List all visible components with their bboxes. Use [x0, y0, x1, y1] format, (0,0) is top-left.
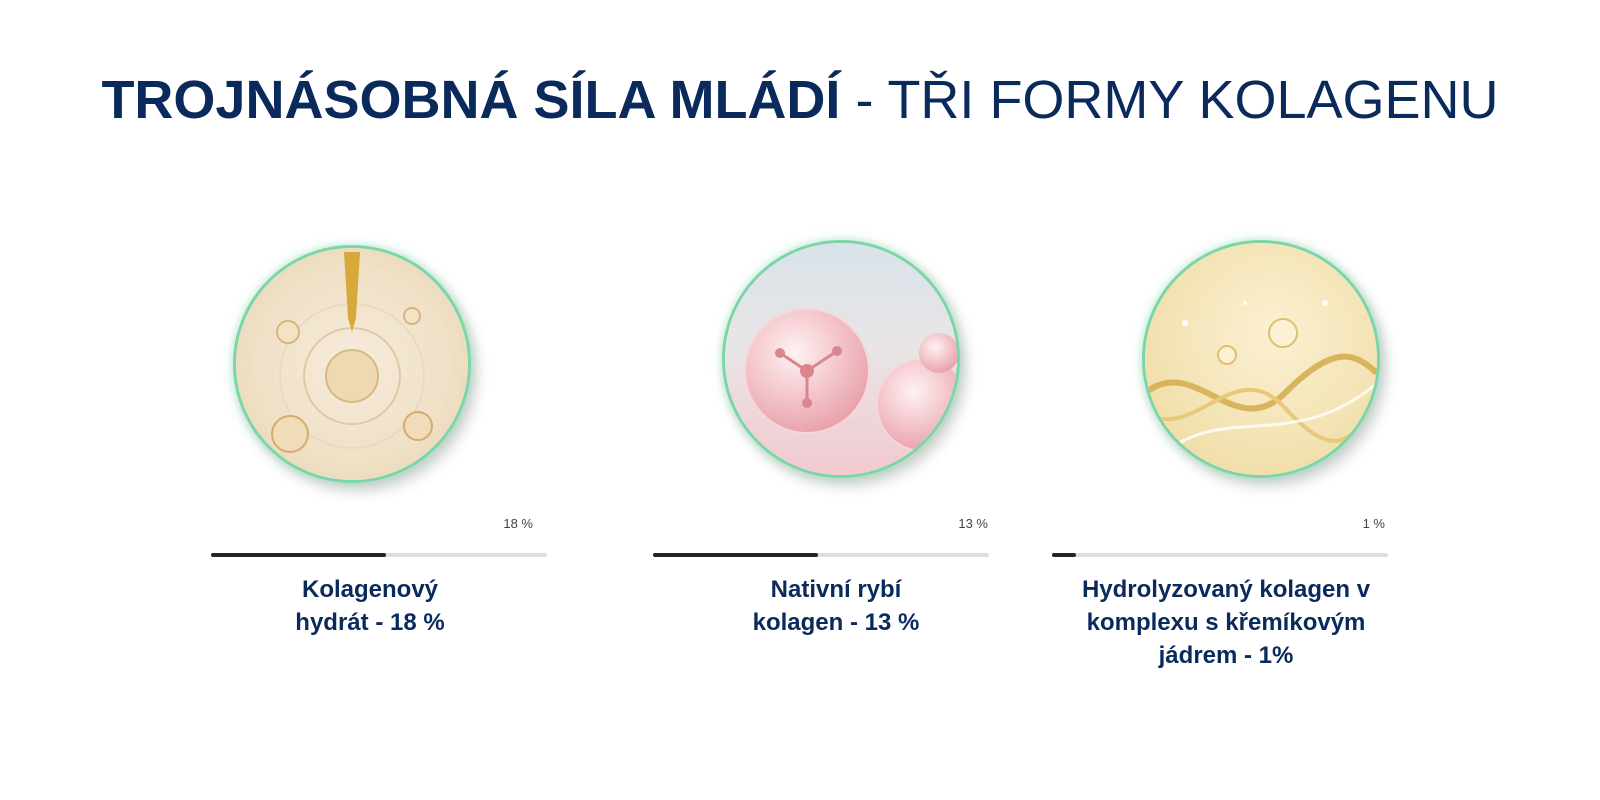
- collagen-type-label: Hydrolyzovaný kolagen v komplexu s křemí…: [1026, 573, 1426, 672]
- progress-track: [653, 553, 989, 557]
- page-title-rest: - TŘI FORMY KOLAGENU: [840, 70, 1499, 130]
- label-line: hydrát - 18 %: [295, 609, 445, 636]
- label-line: Hydrolyzovaný kolagen v: [1081, 576, 1371, 603]
- collagen-type-label: Kolagenový hydrát - 18 %: [210, 573, 530, 639]
- pink-molecule-bubbles-icon: [722, 240, 960, 478]
- page-title: TROJNÁSOBNÁ SÍLA MLÁDÍ - TŘI FORMY KOLAG…: [0, 68, 1600, 132]
- percent-value-label: 1 %: [1362, 516, 1385, 531]
- progress-track: [211, 553, 547, 557]
- label-line: Kolagenový: [301, 576, 439, 603]
- percent-value-label: 18 %: [503, 516, 533, 531]
- label-line: komplexu s křemíkovým: [1086, 609, 1366, 636]
- progress-track: [1052, 553, 1388, 557]
- label-line: Nativní rybí: [770, 576, 902, 603]
- page-title-bold: TROJNÁSOBNÁ SÍLA MLÁDÍ: [101, 70, 841, 130]
- collagen-serum-droplet-icon: [233, 245, 471, 483]
- collagen-type-label: Nativní rybí kolagen - 13 %: [676, 573, 996, 639]
- progress-fill: [653, 553, 818, 557]
- label-line: kolagen - 13 %: [752, 609, 920, 636]
- golden-dna-helix-icon: [1142, 240, 1380, 478]
- progress-fill: [211, 553, 386, 557]
- percent-value-label: 13 %: [958, 516, 988, 531]
- label-line: jádrem - 1%: [1158, 642, 1294, 669]
- progress-fill: [1052, 553, 1076, 557]
